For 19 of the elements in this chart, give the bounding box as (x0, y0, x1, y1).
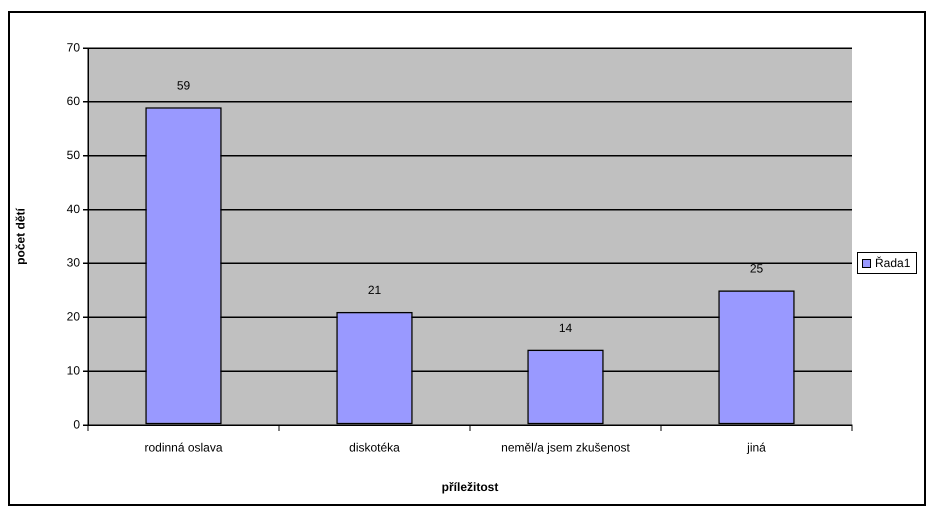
data-label: 59 (176, 78, 190, 93)
x-axis-title: příležitost (442, 480, 498, 494)
data-label: 21 (368, 283, 382, 298)
y-tick-label: 40 (66, 202, 80, 216)
y-tick-label: 10 (66, 363, 80, 378)
y-tick-label: 20 (66, 310, 80, 324)
legend-label: Řada1 (875, 256, 910, 270)
y-tick-label: 0 (73, 417, 80, 432)
x-tick-label: neměl/a jsem zkušenost (501, 440, 631, 455)
x-tick-label: jiná (746, 440, 766, 455)
y-tick-label: 60 (66, 94, 80, 108)
x-tick-label: rodinná oslava (144, 440, 223, 455)
data-label: 25 (750, 262, 764, 276)
y-tick-label: 50 (66, 148, 80, 162)
x-tick-label: diskotéka (349, 440, 400, 455)
y-tick-label: 70 (66, 40, 80, 54)
y-axis-title: počet dětí (14, 208, 28, 265)
y-tick-label: 30 (66, 256, 80, 270)
data-label: 14 (558, 320, 572, 335)
